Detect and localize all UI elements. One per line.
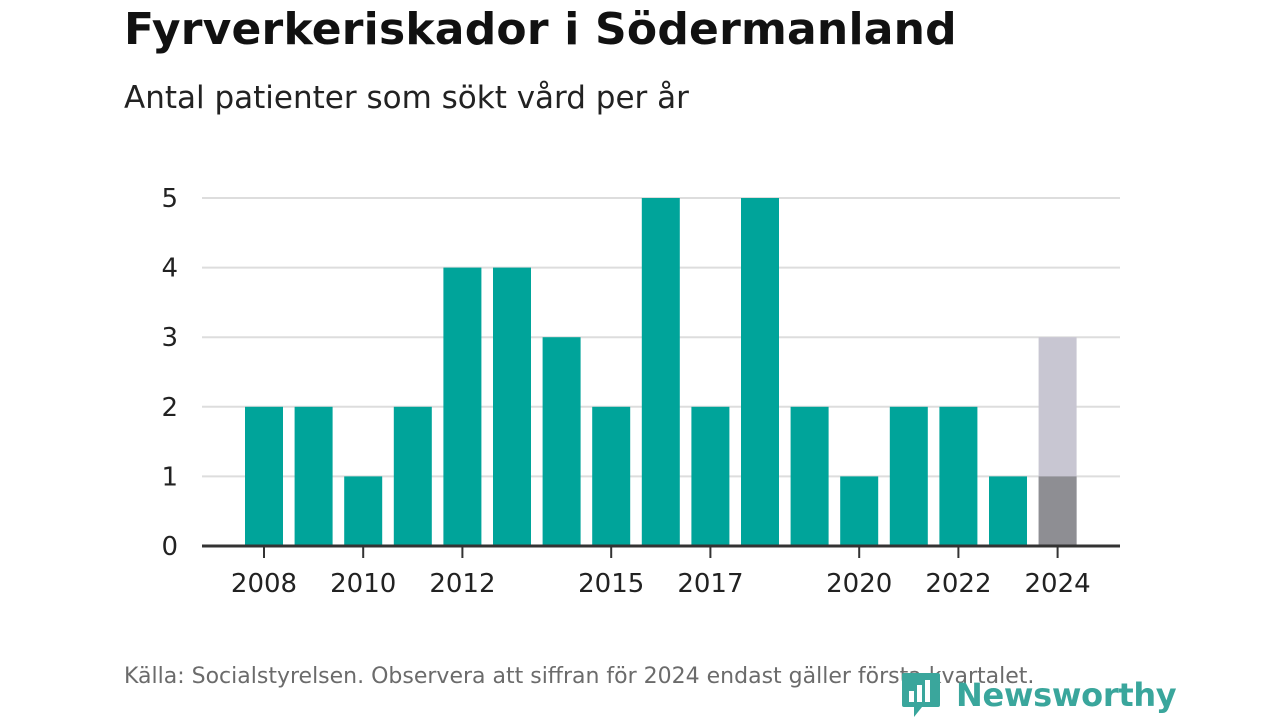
x-tick-label: 2017 [677,569,743,599]
x-tick-label: 2015 [578,569,644,599]
x-tick-label: 2024 [1025,569,1091,599]
bar-2015 [592,406,631,546]
bar-2022 [939,406,978,546]
bar-2012 [443,267,482,546]
y-axis-labels: 0 1 2 3 4 5 [161,184,178,562]
bar-2018 [741,198,779,546]
bar-2024 [1038,476,1077,546]
bar-2020 [840,476,879,546]
y-tick-label: 5 [161,184,178,214]
y-tick-label: 3 [161,323,178,353]
bar-2011 [393,406,432,546]
y-tick-label: 1 [161,462,178,492]
bar-2023 [989,476,1027,546]
bar-2017 [691,406,730,546]
newsworthy-logo: Newsworthy [900,670,1177,720]
bar-2014 [542,337,581,546]
newsworthy-logo-icon [902,673,940,717]
bar-2009 [294,406,333,546]
bar-2016 [641,198,680,546]
bar-2010 [344,476,383,546]
y-tick-label: 0 [161,532,178,562]
bar-2021 [889,406,928,546]
x-tick-label: 2010 [330,569,396,599]
bar-2013 [493,267,531,546]
logo-text: Newsworthy [956,676,1177,714]
y-tick-label: 2 [161,393,178,423]
bars [245,198,1077,546]
y-tick-label: 4 [161,254,178,284]
x-tick-label: 2022 [925,569,991,599]
source-note: Källa: Socialstyrelsen. Observera att si… [124,664,1035,689]
chart-subtitle: Antal patienter som sökt vård per år [124,80,689,116]
bar-chart: 0 1 2 3 4 5 2008 2010 2012 2015 2017 2020 2022 2024 [161,184,1120,599]
x-tick-label: 2008 [231,569,297,599]
bar-2008 [245,406,283,546]
bar-2019 [790,406,829,546]
x-tick-label: 2020 [826,569,892,599]
x-tick-label: 2012 [429,569,495,599]
chart-title: Fyrverkeriskador i Södermanland [124,4,957,55]
x-axis: 2008 2010 2012 2015 2017 2020 2022 2024 [202,544,1120,599]
